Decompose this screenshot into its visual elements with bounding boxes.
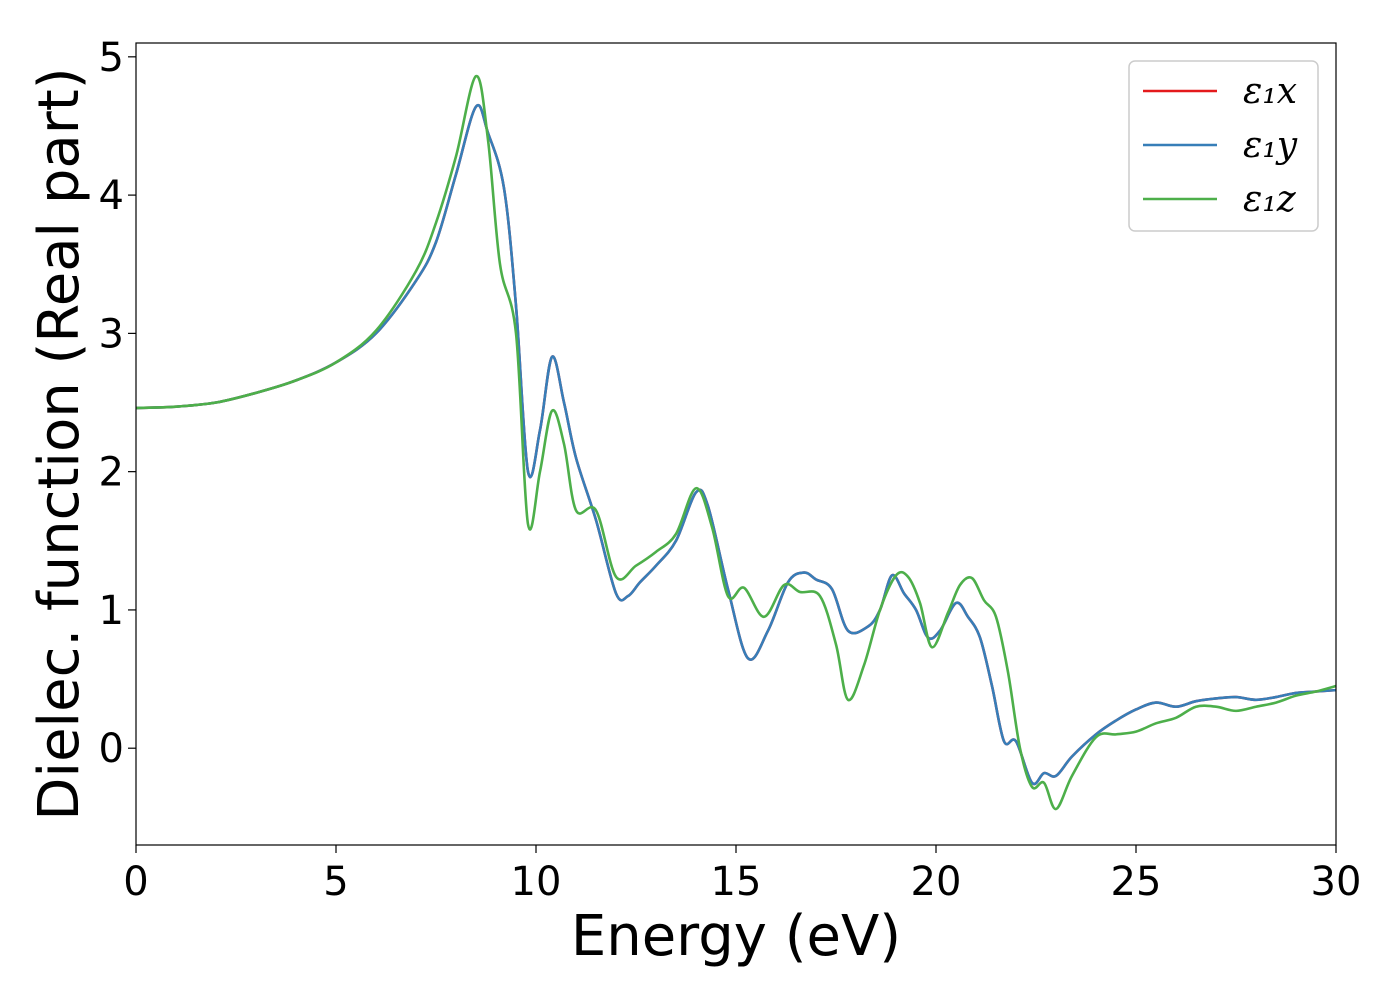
y-tick-label: 1: [99, 588, 124, 634]
y-axis-title: Dielec. function (Real part): [27, 67, 92, 820]
x-tick-label: 15: [711, 859, 762, 905]
series-layer: [136, 74, 1336, 811]
x-tick-label: 25: [1111, 859, 1162, 905]
y-tick-label: 4: [99, 173, 124, 219]
legend-label-1: ε₁x: [1243, 71, 1297, 112]
x-tick-label: 5: [323, 859, 348, 905]
x-axis-title: Energy (eV): [571, 904, 901, 969]
x-tick-label: 30: [1311, 859, 1362, 905]
y-tick-label: 2: [99, 450, 124, 496]
y-tick-label: 3: [99, 311, 124, 357]
y-axis: 0 1 2 3 4 5: [99, 35, 136, 772]
legend-label-2: ε₁y: [1243, 125, 1298, 166]
series-line-3: [136, 74, 1336, 811]
legend-label-3: ε₁z: [1243, 179, 1297, 220]
x-axis: 0 5 10 15 20 25 30: [123, 845, 1361, 905]
x-tick-label: 10: [511, 859, 562, 905]
x-tick-label: 0: [123, 859, 148, 905]
legend-box: [1128, 60, 1319, 232]
legend: ε₁x ε₁y ε₁z: [1128, 60, 1319, 232]
x-tick-label: 20: [911, 859, 962, 905]
y-tick-label: 5: [99, 35, 124, 81]
y-tick-label: 0: [99, 726, 124, 772]
